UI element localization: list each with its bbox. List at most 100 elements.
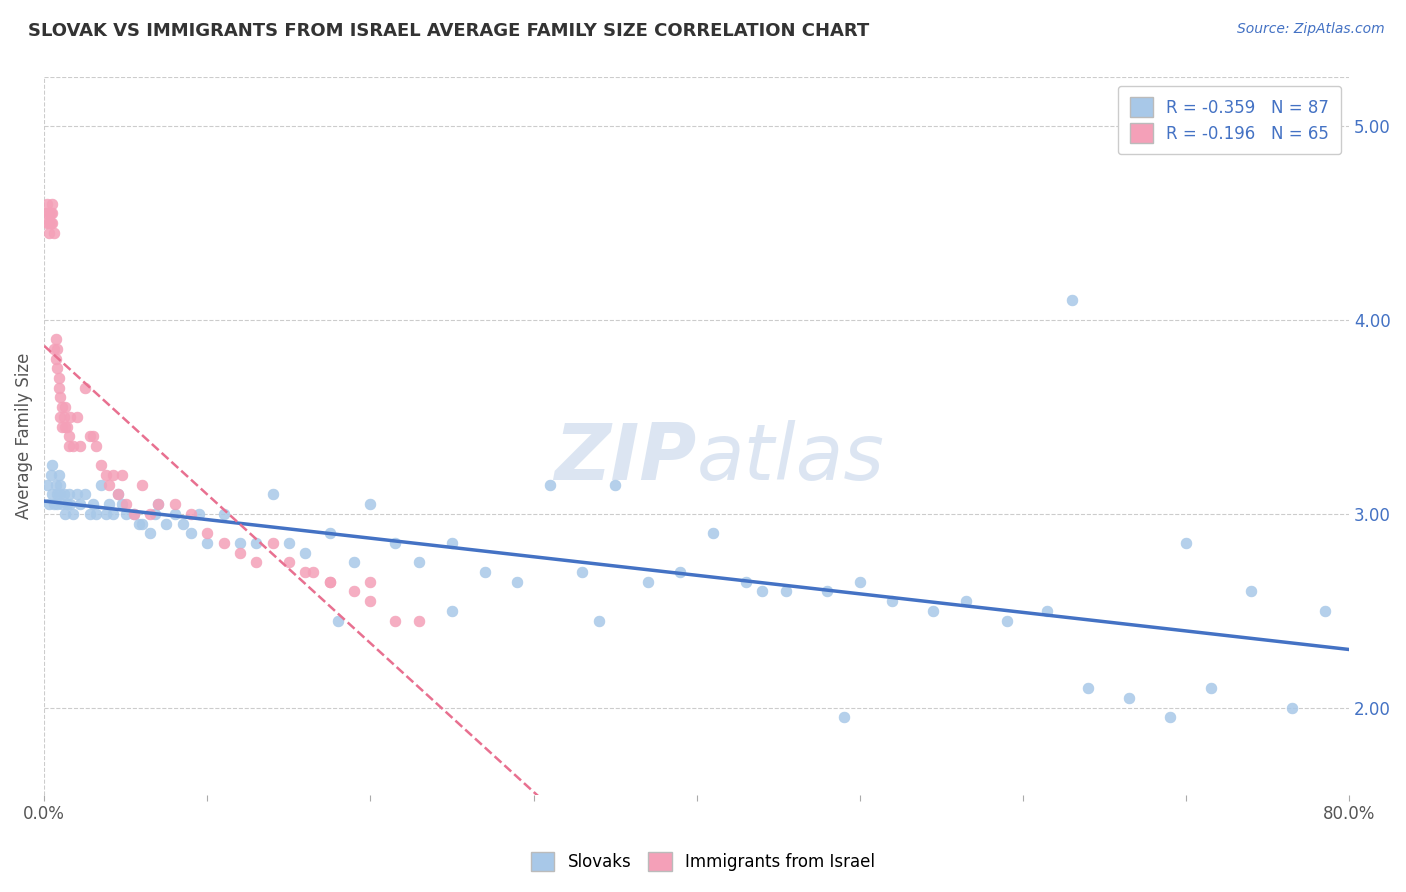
Point [79, 507, 101, 521]
Point [94, 507, 117, 521]
Point [59, 409, 82, 424]
Point [42, 342, 65, 356]
Point [1159, 710, 1181, 724]
Point [38, 206, 60, 220]
Point [139, 526, 162, 541]
Point [571, 565, 593, 579]
Point [922, 604, 945, 618]
Point [229, 546, 252, 560]
Point [38, 216, 60, 230]
Point [49, 477, 72, 491]
Point [114, 497, 136, 511]
Point [995, 614, 1018, 628]
Point [318, 574, 340, 589]
Point [41, 206, 63, 220]
Point [101, 468, 124, 483]
Point [41, 487, 63, 501]
Point [302, 565, 325, 579]
Point [262, 487, 284, 501]
Point [180, 526, 202, 541]
Point [49, 409, 72, 424]
Point [42, 226, 65, 240]
Point [506, 574, 529, 589]
Point [1118, 691, 1140, 706]
Point [538, 477, 561, 491]
Point [1199, 681, 1222, 696]
Point [474, 565, 496, 579]
Point [163, 507, 186, 521]
Point [98, 497, 121, 511]
Point [73, 381, 96, 395]
Point [669, 565, 692, 579]
Point [46, 497, 69, 511]
Point [48, 468, 70, 483]
Point [41, 196, 63, 211]
Point [955, 594, 977, 608]
Point [849, 574, 872, 589]
Point [62, 507, 84, 521]
Point [326, 614, 349, 628]
Point [56, 497, 79, 511]
Point [69, 497, 91, 511]
Point [384, 614, 406, 628]
Point [702, 526, 724, 541]
Point [751, 584, 773, 599]
Point [408, 614, 430, 628]
Point [98, 477, 121, 491]
Point [44, 351, 66, 366]
Point [815, 584, 838, 599]
Point [277, 536, 299, 550]
Point [882, 594, 904, 608]
Point [53, 507, 76, 521]
Point [53, 400, 76, 414]
Point [39, 216, 62, 230]
Point [294, 546, 316, 560]
Point [69, 439, 91, 453]
Point [1060, 293, 1083, 308]
Point [195, 536, 218, 550]
Point [1036, 604, 1059, 618]
Point [51, 400, 73, 414]
Point [111, 497, 134, 511]
Point [1313, 604, 1336, 618]
Point [318, 526, 340, 541]
Point [38, 497, 60, 511]
Point [359, 594, 381, 608]
Point [86, 507, 108, 521]
Point [1281, 700, 1303, 714]
Point [39, 206, 62, 220]
Point [440, 536, 463, 550]
Point [359, 497, 381, 511]
Y-axis label: Average Family Size: Average Family Size [15, 353, 32, 519]
Point [408, 555, 430, 569]
Point [131, 477, 153, 491]
Point [277, 555, 299, 569]
Point [294, 565, 316, 579]
Point [107, 487, 129, 501]
Point [59, 497, 82, 511]
Point [49, 487, 72, 501]
Text: ZIP: ZIP [554, 420, 697, 496]
Legend: R = -0.359   N = 87, R = -0.196   N = 65: R = -0.359 N = 87, R = -0.196 N = 65 [1118, 86, 1341, 154]
Point [343, 555, 366, 569]
Point [212, 536, 235, 550]
Legend: Slovaks, Immigrants from Israel: Slovaks, Immigrants from Israel [523, 843, 883, 880]
Point [229, 536, 252, 550]
Point [52, 409, 75, 424]
Point [637, 574, 659, 589]
Point [1077, 681, 1099, 696]
Point [180, 507, 202, 521]
Text: SLOVAK VS IMMIGRANTS FROM ISRAEL AVERAGE FAMILY SIZE CORRELATION CHART: SLOVAK VS IMMIGRANTS FROM ISRAEL AVERAGE… [28, 22, 869, 40]
Point [94, 468, 117, 483]
Point [39, 468, 62, 483]
Point [46, 487, 69, 501]
Point [122, 507, 145, 521]
Point [62, 439, 84, 453]
Point [111, 468, 134, 483]
Point [41, 458, 63, 473]
Point [1240, 584, 1263, 599]
Point [52, 487, 75, 501]
Point [359, 574, 381, 589]
Point [440, 604, 463, 618]
Point [41, 216, 63, 230]
